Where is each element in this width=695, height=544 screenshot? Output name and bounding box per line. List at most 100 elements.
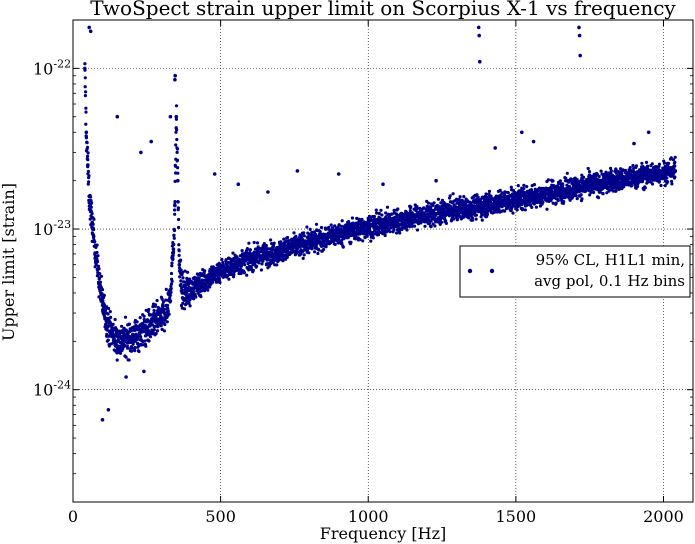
- data-point: [92, 227, 96, 232]
- data-point: [177, 243, 181, 247]
- data-point: [168, 296, 172, 300]
- data-point: [93, 240, 97, 244]
- data-point: [232, 272, 236, 277]
- data-point: [582, 175, 586, 179]
- data-point: [451, 192, 455, 196]
- data-point: [113, 338, 117, 342]
- data-point: [385, 205, 390, 209]
- data-point: [302, 231, 306, 235]
- data-point: [601, 192, 605, 196]
- data-point: [312, 236, 316, 240]
- data-point: [200, 278, 204, 282]
- data-point: [170, 261, 174, 265]
- data-point: [171, 247, 176, 251]
- data-point: [107, 306, 111, 311]
- data-point: [161, 300, 166, 304]
- y-axis-label: Upper limit [strain]: [0, 183, 18, 341]
- outlier-point: [124, 375, 128, 379]
- data-point: [172, 236, 176, 240]
- data-point: [98, 272, 102, 276]
- data-point: [177, 249, 181, 253]
- data-point: [395, 213, 399, 218]
- data-point: [137, 349, 141, 354]
- outlier-point: [88, 29, 93, 34]
- data-point: [643, 186, 647, 190]
- data-point: [413, 224, 417, 228]
- data-point: [609, 166, 613, 170]
- data-point: [433, 224, 437, 228]
- data-point: [105, 328, 109, 332]
- data-point: [329, 223, 333, 227]
- data-point: [340, 224, 344, 228]
- data-point: [275, 263, 279, 267]
- data-point: [405, 212, 409, 216]
- data-point: [313, 250, 317, 254]
- data-point: [169, 282, 173, 286]
- data-point: [151, 330, 155, 335]
- data-point: [168, 293, 172, 297]
- data-point: [516, 184, 520, 188]
- data-point: [175, 147, 180, 151]
- data-point: [366, 225, 371, 229]
- data-point: [340, 238, 344, 242]
- data-point: [384, 211, 388, 215]
- data-point: [564, 176, 568, 180]
- data-point: [173, 179, 177, 183]
- outlier-point: [149, 139, 153, 144]
- data-point: [163, 322, 167, 327]
- data-point: [169, 299, 173, 303]
- data-point: [623, 168, 628, 173]
- data-point: [171, 257, 175, 261]
- data-point: [125, 329, 129, 333]
- data-point: [667, 161, 671, 165]
- data-point: [176, 206, 180, 210]
- data-point: [641, 165, 645, 169]
- data-point: [340, 219, 344, 223]
- data-point: [247, 241, 251, 245]
- data-point: [480, 218, 484, 222]
- data-point: [121, 347, 125, 351]
- data-point: [83, 66, 87, 71]
- data-point: [369, 239, 373, 243]
- outlier-point: [295, 169, 300, 173]
- data-point: [631, 163, 635, 168]
- data-point: [172, 242, 176, 247]
- data-point: [176, 171, 180, 175]
- data-point: [360, 217, 364, 221]
- data-point: [455, 217, 459, 221]
- data-point: [286, 235, 290, 240]
- data-point: [409, 205, 413, 209]
- data-point: [133, 349, 137, 353]
- data-point: [271, 245, 275, 249]
- data-point: [525, 203, 529, 207]
- data-point: [663, 184, 667, 188]
- data-point: [350, 216, 354, 220]
- data-point: [488, 200, 493, 204]
- data-point: [657, 162, 662, 166]
- data-point: [217, 276, 221, 280]
- data-point: [240, 263, 244, 267]
- data-point: [654, 165, 658, 169]
- data-point: [173, 203, 177, 208]
- outlier-point: [236, 182, 241, 186]
- data-point: [84, 110, 88, 114]
- data-points: [83, 25, 678, 422]
- outlier-point: [381, 182, 385, 186]
- data-point: [148, 324, 152, 328]
- data-point: [532, 183, 537, 187]
- data-point: [183, 269, 187, 273]
- outlier-point: [478, 59, 482, 64]
- data-point: [480, 213, 484, 217]
- data-point: [565, 183, 569, 187]
- data-point: [522, 187, 526, 191]
- data-point: [285, 255, 289, 259]
- data-point: [644, 160, 649, 164]
- data-point: [179, 258, 183, 262]
- data-point: [448, 194, 452, 198]
- data-point: [340, 241, 344, 245]
- data-point: [152, 328, 156, 332]
- data-point: [84, 130, 89, 135]
- data-point: [498, 188, 502, 192]
- data-point: [522, 183, 526, 187]
- outlier-point: [212, 172, 217, 176]
